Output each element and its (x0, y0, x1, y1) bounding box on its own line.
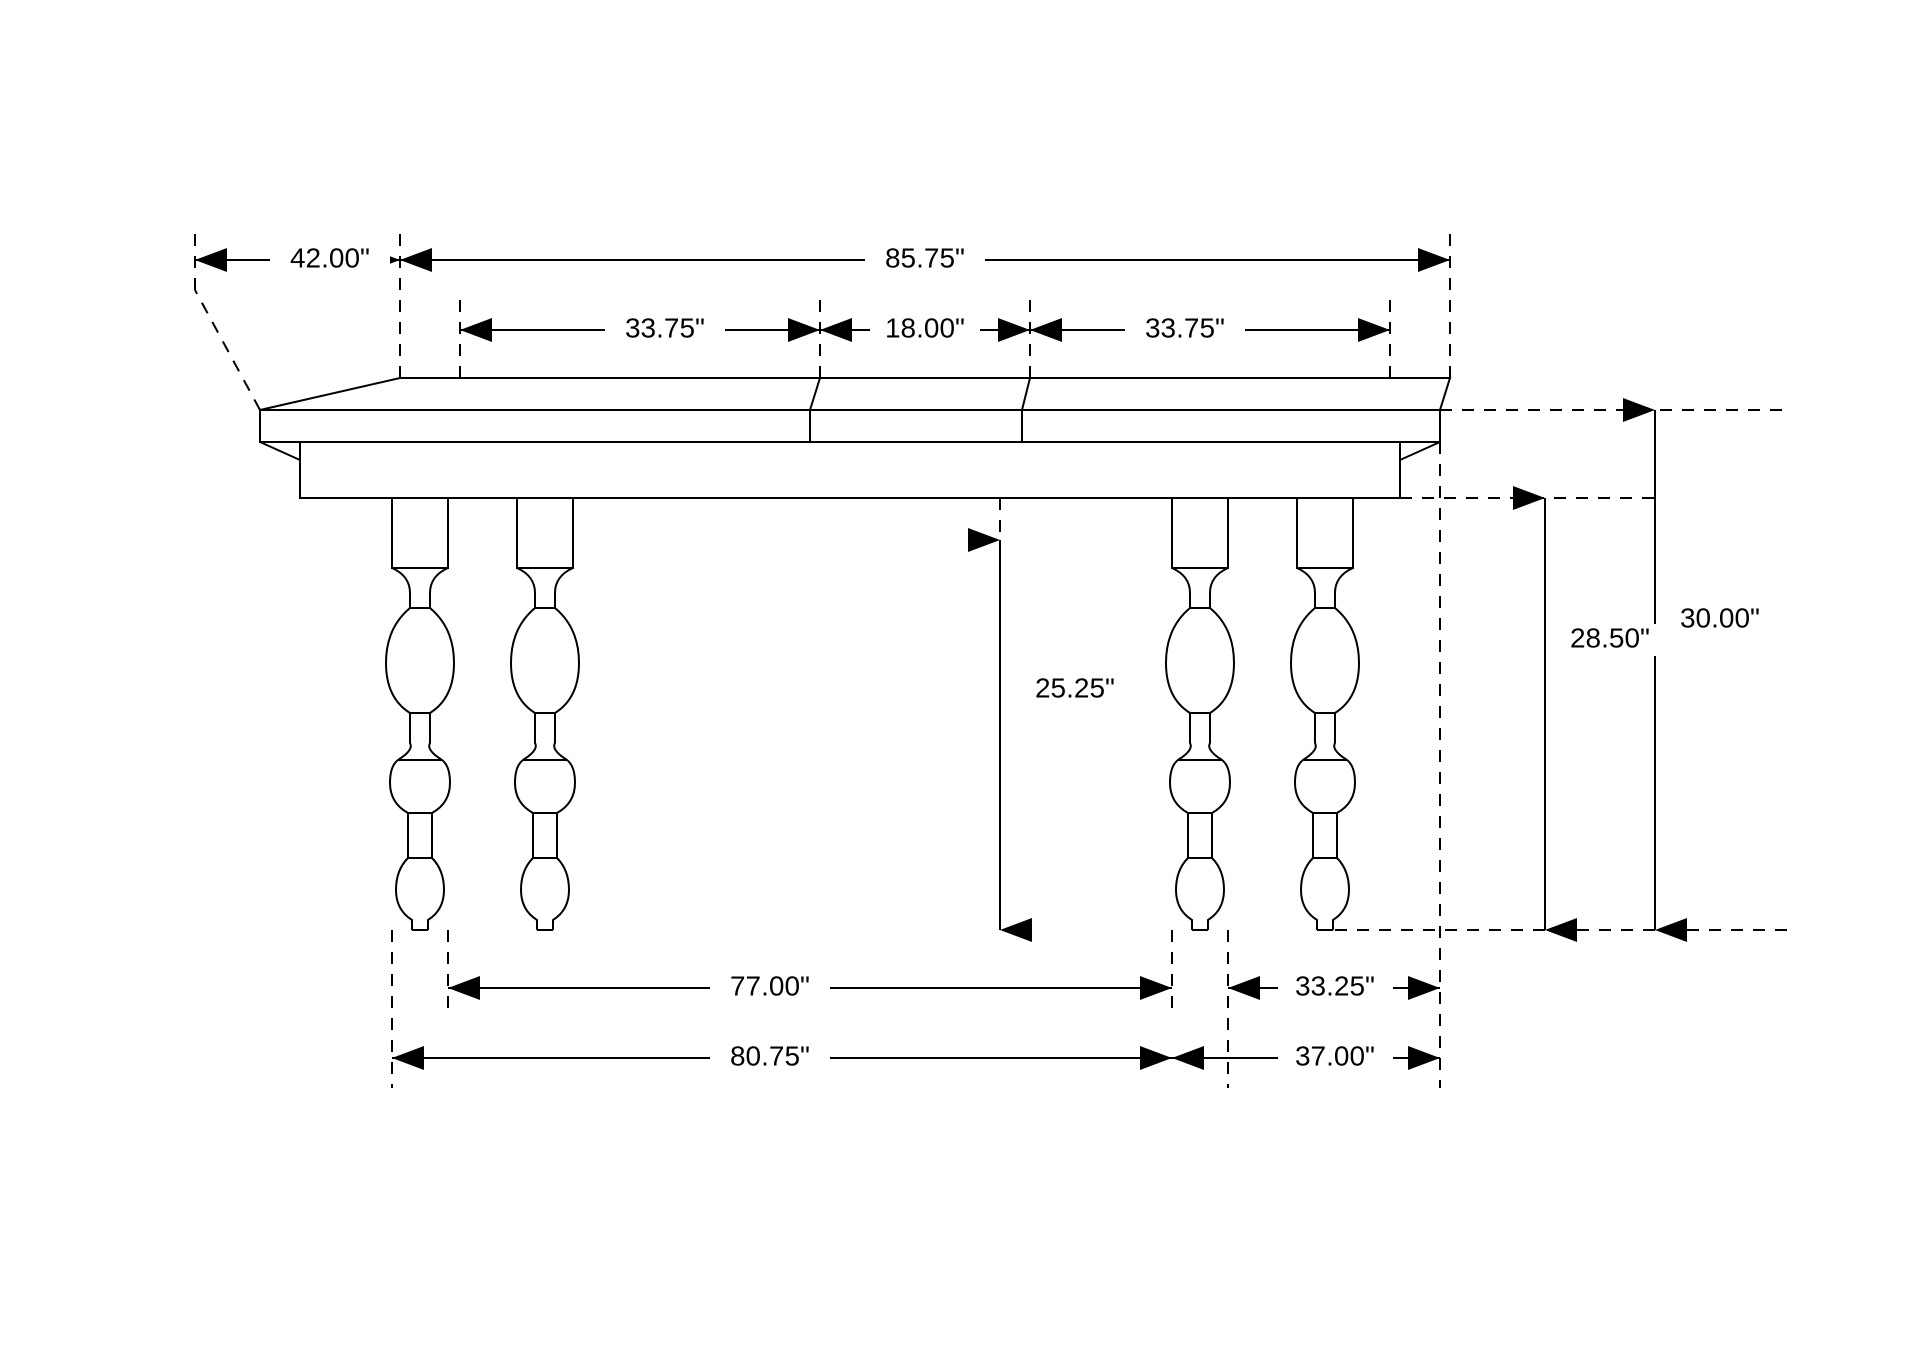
dim-leg-edge-in: 33.25" (1295, 970, 1375, 1001)
table-dimension-diagram: 42.00" 85.75" 33.75" 18.00" 33.75" 25.25… (0, 0, 1920, 1361)
dim-between-legs: 77.00" (730, 970, 810, 1001)
table-legs (386, 498, 1359, 930)
dim-apron-clear: 25.25" (1035, 672, 1115, 703)
dim-outside-legs: 80.75" (730, 1040, 810, 1071)
dim-total-width: 85.75" (885, 242, 965, 273)
dim-depth: 42.00" (290, 242, 370, 273)
dimension-labels: 42.00" 85.75" 33.75" 18.00" 33.75" 25.25… (270, 242, 1778, 1074)
dim-left-section: 33.75" (625, 312, 705, 343)
dim-leaf: 18.00" (885, 312, 965, 343)
dim-total-height: 30.00" (1680, 602, 1760, 633)
table-outline (260, 378, 1450, 498)
dim-right-section: 33.75" (1145, 312, 1225, 343)
dim-leg-edge-out: 37.00" (1295, 1040, 1375, 1071)
dim-leg-clear: 28.50" (1570, 622, 1650, 653)
dimension-lines (195, 260, 1655, 1058)
extension-lines (195, 230, 1790, 1088)
